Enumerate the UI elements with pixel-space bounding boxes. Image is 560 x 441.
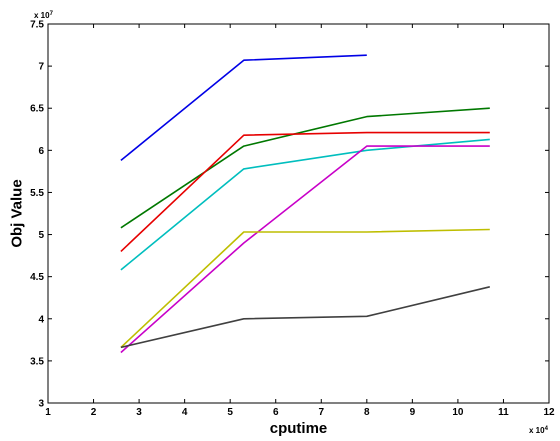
y-tick-label: 6	[38, 146, 44, 157]
y-tick-label: 7	[38, 62, 44, 73]
series-line-5	[120, 145, 490, 354]
y-tick-label: 4	[38, 314, 44, 325]
x-tick-label: 6	[273, 407, 279, 418]
series-line-3	[120, 131, 490, 252]
y-tick-label: 5.5	[30, 188, 44, 199]
series-layer	[120, 54, 490, 354]
y-tick-label: 3.5	[30, 356, 44, 367]
x-tick-label: 12	[543, 407, 555, 418]
y-tick-label: 7.5	[30, 20, 44, 31]
y-tick-label: 5	[38, 230, 44, 241]
x-tick-label: 9	[410, 407, 416, 418]
x-tick-label: 5	[227, 407, 233, 418]
x-tick-label: 2	[91, 407, 97, 418]
y-multiplier: x 107	[34, 11, 54, 20]
y-multiplier-exponent: 7	[50, 11, 54, 17]
x-tick-label: 11	[498, 407, 509, 418]
series-line-7	[120, 286, 490, 349]
x-multiplier-exponent: 4	[545, 426, 549, 432]
x-axis-title: cputime	[270, 420, 328, 437]
x-tick-label: 8	[364, 407, 370, 418]
series-line-6	[120, 228, 490, 348]
x-multiplier-base: x 10	[529, 426, 545, 435]
x-tick-label: 3	[136, 407, 142, 418]
y-multiplier-base: x 10	[34, 11, 50, 20]
y-tick-label: 6.5	[30, 104, 44, 115]
x-tick-label: 1	[45, 407, 51, 418]
series-line-4	[120, 138, 490, 271]
y-tick-label: 4.5	[30, 272, 44, 283]
plot-area-frame	[47, 23, 550, 404]
x-tick-label: 4	[182, 407, 188, 418]
y-tick-label: 3	[38, 399, 44, 410]
series-line-2	[120, 107, 490, 229]
y-axis-title: Obj Value	[8, 179, 25, 247]
x-multiplier: x 104	[529, 426, 549, 435]
x-tick-label: 10	[452, 407, 464, 418]
x-tick-label: 7	[318, 407, 324, 418]
series-line-1	[120, 54, 367, 162]
